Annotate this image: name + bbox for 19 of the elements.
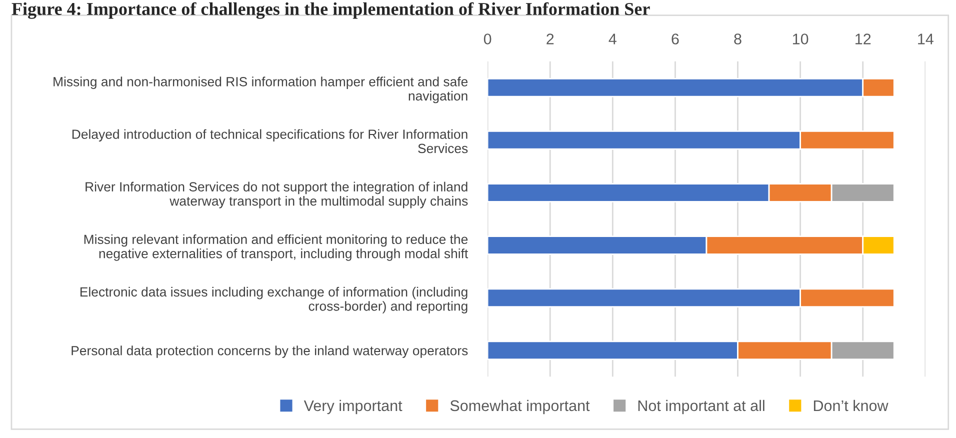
x-tick-label: 6 bbox=[672, 34, 679, 44]
x-tick-label: 4 bbox=[608, 34, 616, 44]
x-tick-label: 2 bbox=[546, 34, 554, 44]
x-tick-label: 0 bbox=[484, 34, 492, 44]
legend-label: Don’t know bbox=[814, 400, 888, 412]
legend-label: Not important at all bbox=[638, 400, 764, 414]
y-tick-label: Missing and non-harmonised RIS information hamper efficient and safe navigation bbox=[54, 76, 468, 104]
y-tick-label: Missing relevant information and efficient monitoring to reduce the negative externalities of transport, including through modal shift bbox=[84, 234, 468, 261]
x-tick-label: 14 bbox=[918, 34, 934, 44]
y-tick-label: Personal data protection concerns by the inland waterway operators bbox=[72, 346, 468, 358]
y-tick-label: River Information Services do not support the integration of inland waterway transport in the multimodal supply chains bbox=[86, 182, 468, 208]
x-tick-label: 12 bbox=[856, 34, 871, 44]
legend-label: Very important bbox=[304, 400, 402, 414]
x-tick-label: 8 bbox=[734, 34, 742, 44]
text: Figure 4: Importance of challenges in the implementation of River Information Ser bbox=[12, 2, 650, 19]
y-tick-label: Electronic data issues including exchange of information (including cross-border) and reporting bbox=[80, 286, 468, 314]
x-tick-label: 10 bbox=[792, 34, 808, 44]
legend-label: Somewhat important bbox=[450, 400, 590, 414]
y-tick-label: Delayed introduction of technical specifications for River Information Services bbox=[72, 129, 468, 154]
